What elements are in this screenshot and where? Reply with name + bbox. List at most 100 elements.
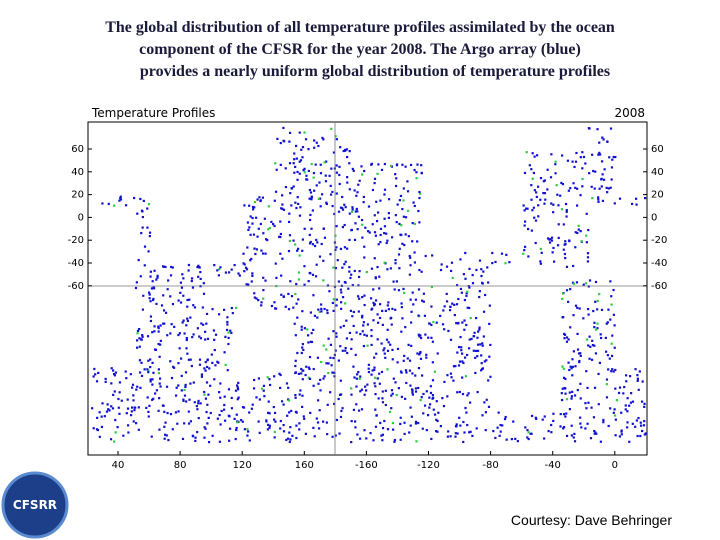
profile-dot: [119, 195, 122, 198]
profile-dot: [151, 383, 154, 386]
profile-dot: [574, 304, 578, 307]
profile-dot: [405, 371, 408, 374]
profile-dot: [149, 378, 152, 381]
profile-dot: [202, 282, 205, 285]
profile-dot: [400, 306, 403, 309]
lon-tick-label: -160: [355, 460, 378, 471]
profile-dot: [95, 380, 99, 383]
profile-dot: [138, 337, 141, 340]
profile-dot: [97, 371, 100, 375]
profile-dot: [571, 160, 574, 163]
profile-dot: [456, 391, 459, 394]
profile-dot: [462, 440, 465, 444]
profile-dot: [576, 187, 579, 190]
profile-dot: [482, 270, 485, 273]
profile-dot: [179, 291, 182, 294]
profile-dot: [523, 220, 527, 223]
profile-dot: [309, 240, 312, 244]
profile-dot: [478, 326, 481, 329]
profile-dot: [151, 398, 154, 401]
profile-dot: [302, 169, 305, 172]
profile-dot: [220, 409, 223, 413]
profile-dot: [308, 377, 312, 380]
profile-dot: [597, 198, 600, 201]
profile-dot: [245, 268, 249, 271]
profile-dot: [328, 174, 331, 177]
profile-dot: [610, 178, 613, 181]
profile-dot: [213, 378, 216, 381]
profile-dot: [404, 216, 408, 219]
profile-dot: [370, 334, 373, 338]
profile-dot: [398, 222, 401, 226]
profile-dot: [294, 364, 297, 368]
profile-dot: [580, 426, 583, 429]
profile-dot: [487, 405, 491, 408]
profile-dot: [256, 198, 259, 201]
profile-dot: [110, 382, 113, 385]
profile-dot: [572, 182, 575, 185]
profile-dot: [285, 438, 288, 442]
profile-dot: [237, 396, 240, 399]
profile-dot: [582, 283, 585, 286]
profile-dot: [113, 390, 116, 393]
profile-dot: [333, 212, 336, 216]
profile-dot: [634, 425, 637, 428]
profile-dot: [240, 418, 243, 422]
profile-dot: [527, 437, 530, 441]
profile-dot: [635, 197, 638, 200]
profile-dot: [101, 402, 104, 405]
profile-dot: [235, 426, 238, 430]
profile-dot: [607, 308, 610, 311]
profile-dot: [524, 426, 527, 429]
profile-dot: [141, 335, 144, 338]
profile-dot: [153, 269, 156, 272]
profile-dot: [643, 433, 646, 436]
profile-dot: [304, 373, 307, 377]
profile-dot: [129, 373, 132, 376]
profile-dot: [468, 338, 471, 341]
profile-dot: [297, 372, 301, 376]
profile-dot: [501, 424, 504, 427]
profile-dot: [341, 206, 344, 210]
profile-dot: [192, 304, 195, 307]
profile-dot: [161, 265, 165, 268]
profile-dot: [417, 386, 420, 390]
profile-dot: [169, 412, 173, 416]
profile-dot: [409, 424, 412, 427]
profile-dot: [536, 154, 539, 157]
profile-dot: [363, 303, 366, 307]
profile-dot: [431, 254, 434, 257]
profile-dot: [192, 333, 195, 336]
profile-dot: [361, 236, 364, 239]
profile-dot: [581, 151, 584, 154]
profile-dot: [462, 273, 465, 276]
profile-dot: [279, 386, 282, 390]
profile-dot: [644, 196, 647, 200]
profile-dot: [335, 138, 338, 141]
profile-dot: [573, 432, 576, 436]
profile-dot: [228, 439, 231, 442]
profile-dot: [586, 260, 589, 263]
profile-dot: [255, 216, 258, 219]
profile-dot: [474, 371, 477, 375]
profile-dot: [367, 230, 370, 233]
profile-dot: [300, 328, 303, 331]
profile-dot: [579, 382, 582, 385]
profile-dot: [138, 327, 141, 331]
profile-dot: [378, 303, 382, 306]
profile-dot: [147, 410, 150, 413]
profile-dot: [100, 415, 103, 418]
profile-dot: [308, 218, 312, 222]
profile-dot: [557, 204, 560, 207]
profile-dot: [293, 152, 296, 155]
profile-dot: [342, 149, 345, 153]
profile-dot: [294, 243, 297, 246]
profile-dot: [429, 385, 432, 388]
profile-dot: [463, 356, 467, 359]
profile-dot: [193, 401, 196, 404]
profile-dot: [600, 185, 603, 188]
profile-dot: [624, 404, 627, 407]
profile-dot: [353, 269, 356, 273]
profile-dot: [248, 204, 251, 207]
profile-dot: [360, 218, 364, 222]
